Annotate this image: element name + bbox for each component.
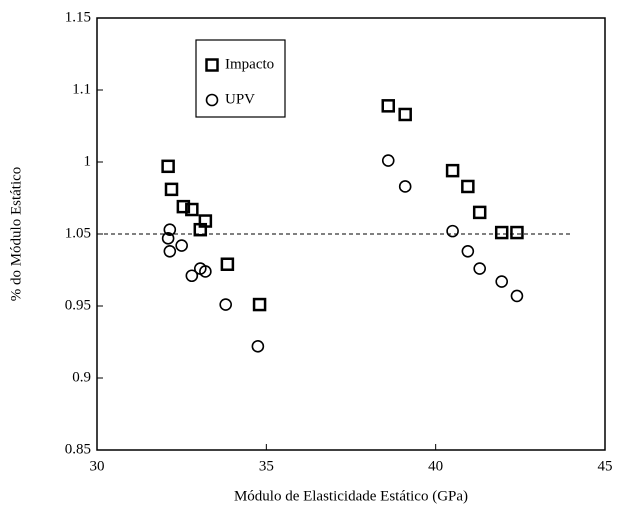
data-point xyxy=(473,262,486,275)
x-axis-title: Módulo de Elasticidade Estático (GPa) xyxy=(234,488,468,504)
data-point xyxy=(163,223,177,236)
x-tick-label: 35 xyxy=(259,458,274,474)
x-tick-label: 40 xyxy=(428,458,443,474)
y-tick-label: 1 xyxy=(84,153,92,169)
legend-box xyxy=(195,39,286,118)
data-point xyxy=(461,179,475,194)
data-point xyxy=(199,265,212,278)
data-point xyxy=(461,244,475,258)
legend-label: Impacto xyxy=(225,56,274,72)
data-point xyxy=(175,239,188,252)
data-point xyxy=(381,154,395,167)
y-axis-title: % do Módulo Estático xyxy=(8,167,24,302)
y-tick-label: 0.9 xyxy=(72,369,91,385)
data-point xyxy=(164,182,179,197)
data-point xyxy=(398,180,412,193)
x-tick-label: 45 xyxy=(598,458,613,474)
data-point xyxy=(381,99,396,113)
data-point xyxy=(495,275,509,288)
legend-marker xyxy=(205,58,219,72)
y-tick-label: 1.05 xyxy=(65,225,91,241)
y-tick-label: 1.15 xyxy=(65,9,91,25)
data-point xyxy=(185,269,199,283)
data-point xyxy=(510,225,524,240)
data-point xyxy=(193,222,208,237)
data-point xyxy=(445,163,460,178)
data-point xyxy=(220,257,235,271)
legend-label: UPV xyxy=(225,91,255,107)
data-point xyxy=(176,199,191,214)
data-point xyxy=(251,340,265,353)
data-point xyxy=(161,159,175,174)
data-point xyxy=(398,107,412,122)
data-point xyxy=(510,289,524,303)
data-point xyxy=(494,225,509,240)
data-point xyxy=(472,205,487,220)
data-point xyxy=(163,244,177,258)
y-tick-label: 1.1 xyxy=(72,81,91,97)
data-point xyxy=(185,202,199,217)
y-tick-label: 0.95 xyxy=(65,297,91,313)
y-tick-label: 0.85 xyxy=(65,441,91,457)
data-point xyxy=(252,297,267,312)
x-tick-label: 30 xyxy=(90,458,105,474)
data-point xyxy=(161,232,175,245)
data-point xyxy=(446,224,459,238)
legend-marker xyxy=(205,93,219,107)
data-point xyxy=(219,298,232,311)
